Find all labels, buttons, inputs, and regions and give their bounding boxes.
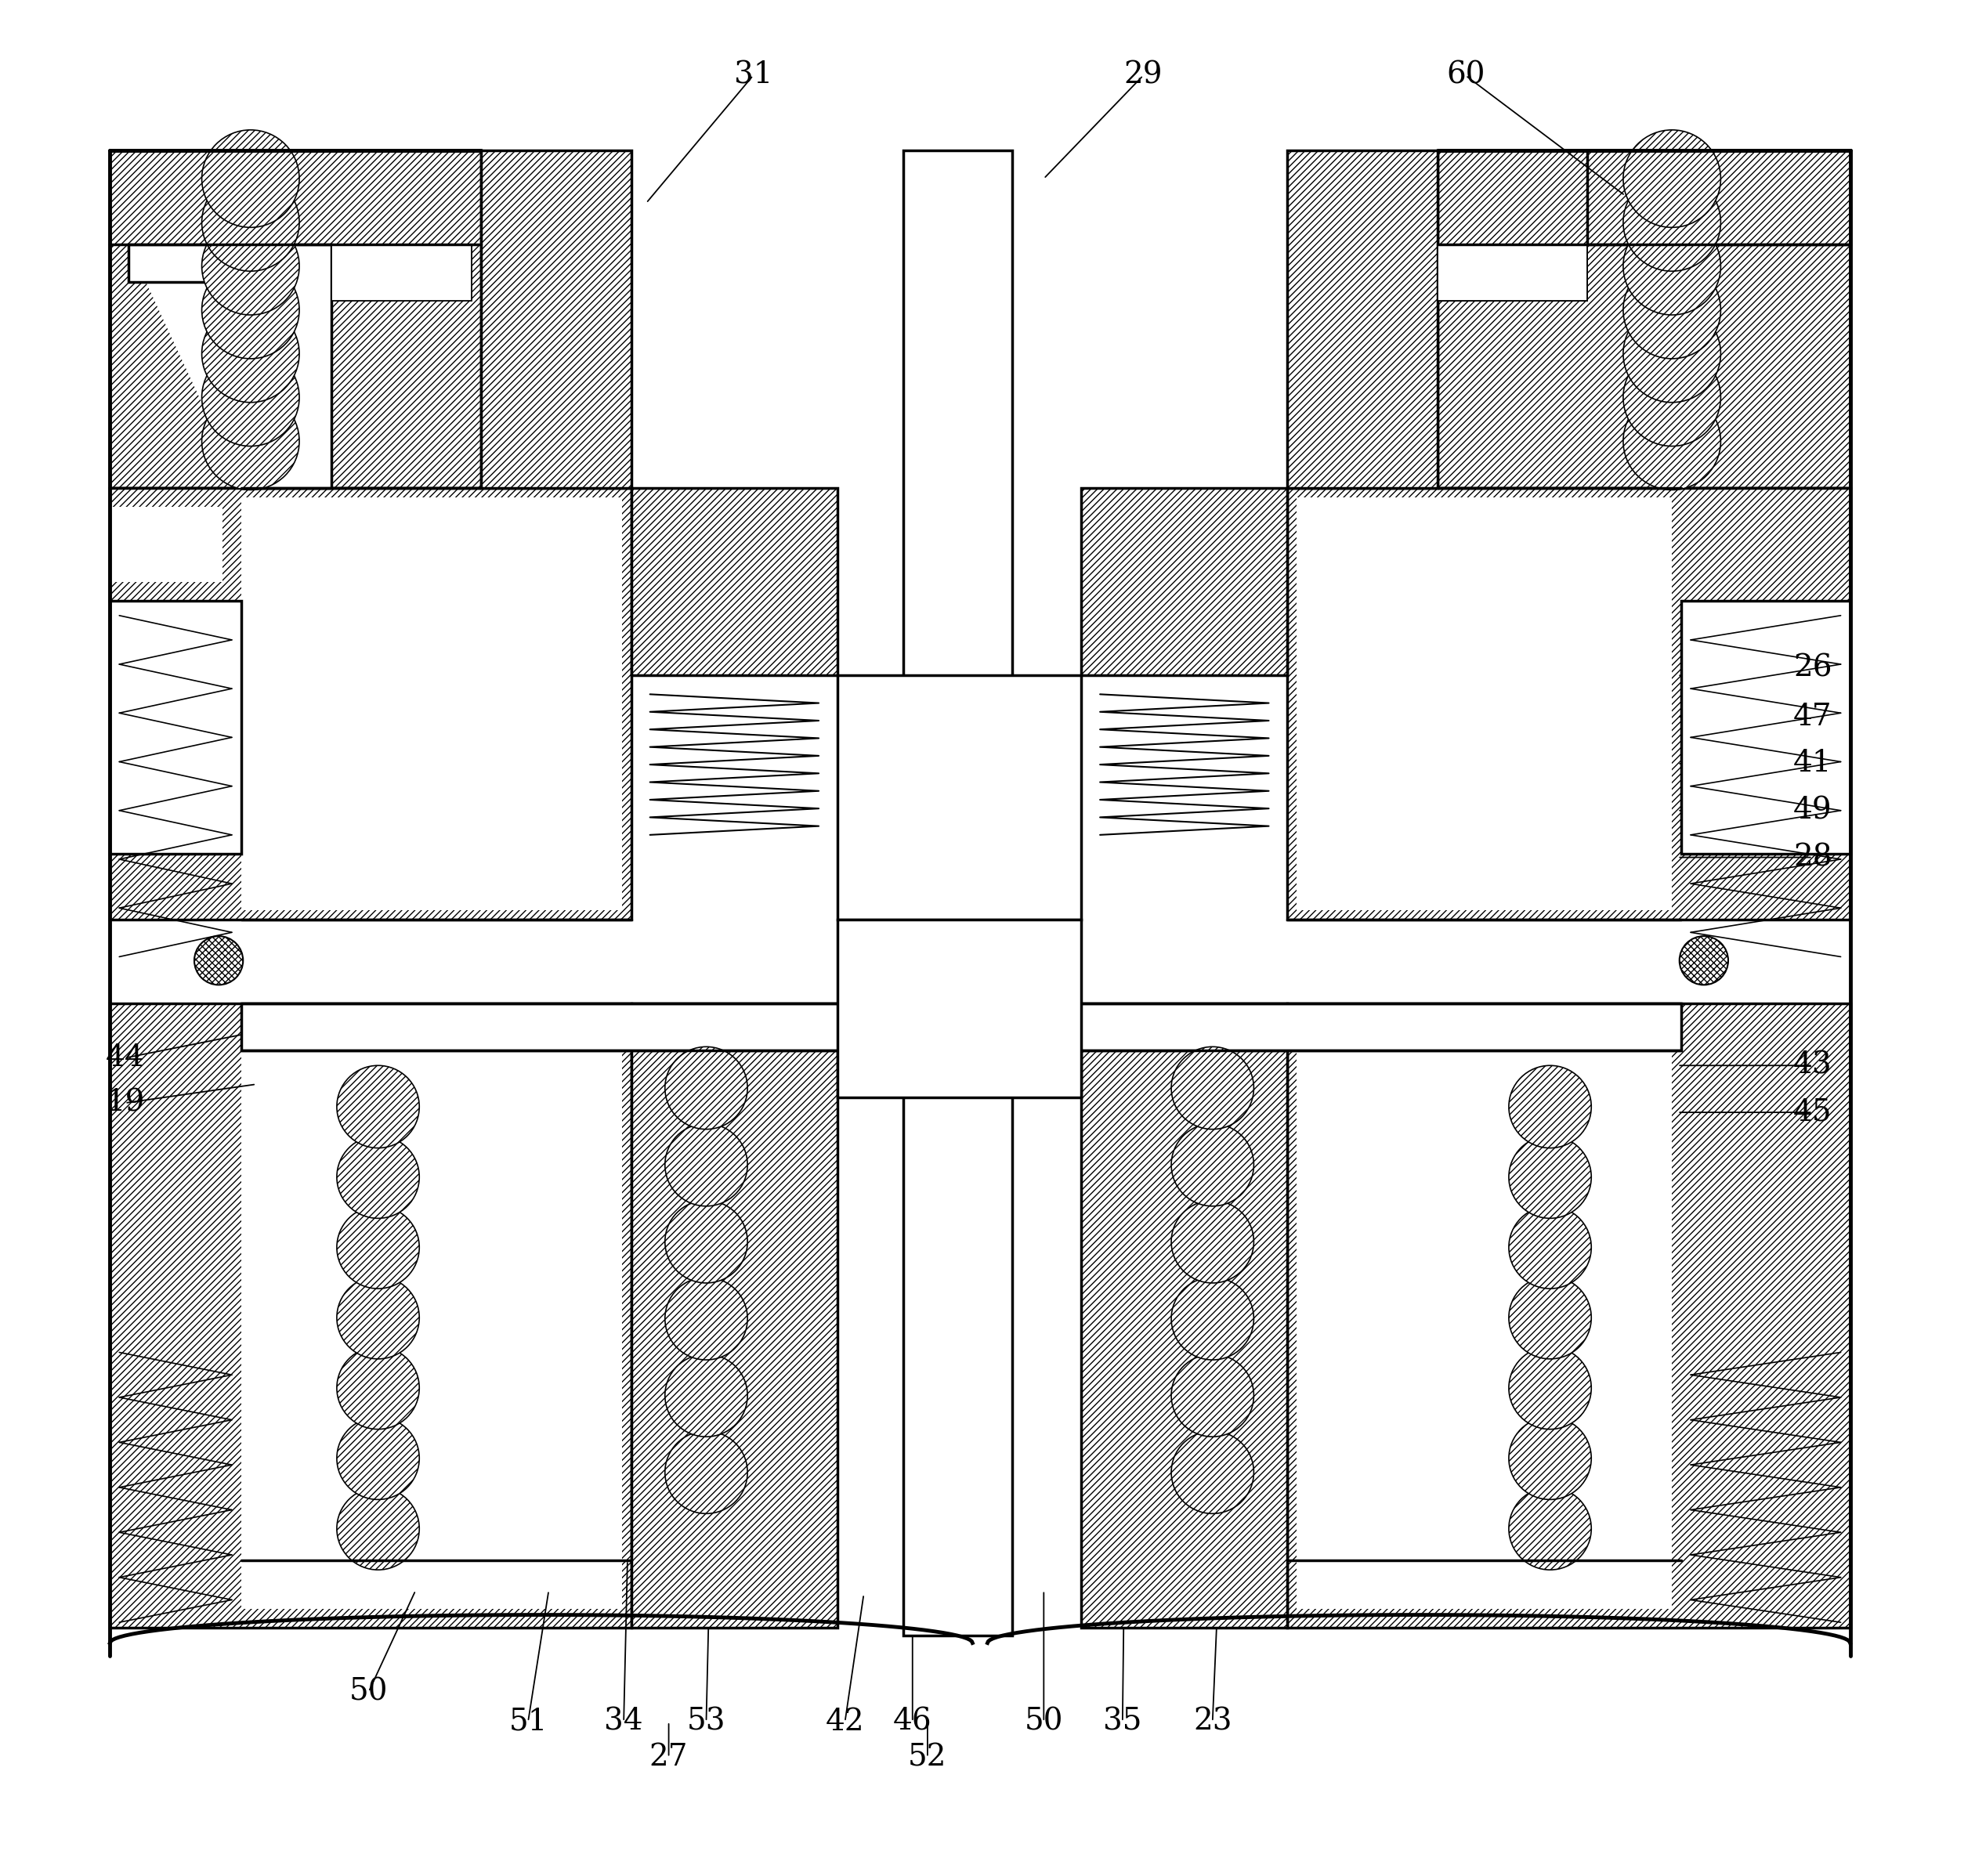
Polygon shape [1080,1004,1288,1628]
Polygon shape [1438,150,1851,488]
Circle shape [338,1488,419,1570]
Circle shape [666,1047,747,1129]
Text: 27: 27 [650,1743,687,1771]
Circle shape [1623,306,1720,401]
Polygon shape [332,244,472,300]
Polygon shape [241,1013,622,1610]
Circle shape [1509,1416,1592,1499]
Circle shape [666,1354,747,1437]
Circle shape [1509,1347,1592,1430]
Text: 47: 47 [1793,702,1833,732]
Circle shape [338,1276,419,1358]
Circle shape [1509,1488,1592,1570]
Polygon shape [128,244,332,488]
Polygon shape [837,675,1080,919]
Circle shape [1623,261,1720,358]
Circle shape [201,174,300,272]
Circle shape [666,1201,747,1283]
Text: 28: 28 [1793,842,1833,872]
Circle shape [1623,129,1720,227]
Circle shape [201,261,300,358]
Polygon shape [111,600,241,854]
Text: 60: 60 [1446,62,1485,90]
Circle shape [1171,1431,1254,1514]
Polygon shape [1588,150,1851,244]
Circle shape [1171,1354,1254,1437]
Circle shape [1509,1276,1592,1358]
Text: 51: 51 [510,1707,547,1735]
Polygon shape [111,1004,632,1628]
Circle shape [666,1124,747,1206]
Circle shape [201,392,300,490]
Polygon shape [128,244,332,488]
Polygon shape [1288,150,1438,488]
Circle shape [1171,1124,1254,1206]
Circle shape [1171,1201,1254,1283]
Text: 50: 50 [1025,1707,1063,1735]
Polygon shape [1438,244,1588,300]
Polygon shape [632,488,837,675]
Polygon shape [111,507,223,582]
Text: 26: 26 [1793,653,1833,683]
Circle shape [201,349,300,446]
Text: 43: 43 [1793,1051,1833,1081]
Circle shape [1509,1206,1592,1289]
Text: 31: 31 [735,62,772,90]
Text: 29: 29 [1124,62,1163,90]
Polygon shape [1288,488,1851,919]
Polygon shape [241,1004,1681,1051]
Polygon shape [1438,244,1588,300]
Polygon shape [837,919,1080,1097]
Polygon shape [1288,1004,1851,1628]
Circle shape [1623,349,1720,446]
Text: 52: 52 [909,1743,946,1771]
Text: 53: 53 [687,1707,725,1735]
Circle shape [201,306,300,401]
Text: 23: 23 [1193,1707,1232,1735]
Circle shape [338,1206,419,1289]
Circle shape [201,218,300,315]
Text: 44: 44 [105,1043,144,1073]
Text: 46: 46 [893,1707,932,1735]
Text: 19: 19 [105,1088,144,1118]
Circle shape [1623,218,1720,315]
Circle shape [338,1135,419,1218]
Text: 42: 42 [826,1707,865,1735]
Polygon shape [1298,1013,1673,1610]
Circle shape [1509,1135,1592,1218]
Circle shape [1171,1047,1254,1129]
Polygon shape [241,497,622,910]
Polygon shape [903,150,1011,1636]
Circle shape [1171,1278,1254,1360]
Polygon shape [111,488,632,919]
Text: 49: 49 [1793,795,1833,825]
Polygon shape [49,0,1926,1876]
Circle shape [666,1431,747,1514]
Polygon shape [632,1004,837,1628]
Text: 45: 45 [1793,1097,1833,1127]
Circle shape [666,1278,747,1360]
Polygon shape [1298,497,1673,910]
Circle shape [194,936,243,985]
Circle shape [201,129,300,227]
Circle shape [1623,392,1720,490]
Circle shape [1509,1066,1592,1148]
Polygon shape [1681,488,1851,600]
Polygon shape [1080,488,1288,675]
Text: 35: 35 [1104,1707,1142,1735]
Polygon shape [111,488,241,600]
Polygon shape [1681,600,1851,854]
Text: 34: 34 [604,1707,644,1735]
Circle shape [1679,936,1728,985]
Circle shape [338,1416,419,1499]
Text: 50: 50 [350,1677,387,1705]
Polygon shape [111,150,482,488]
Text: 41: 41 [1793,749,1833,779]
Circle shape [1623,174,1720,272]
Circle shape [338,1066,419,1148]
Polygon shape [482,150,632,488]
Circle shape [338,1347,419,1430]
